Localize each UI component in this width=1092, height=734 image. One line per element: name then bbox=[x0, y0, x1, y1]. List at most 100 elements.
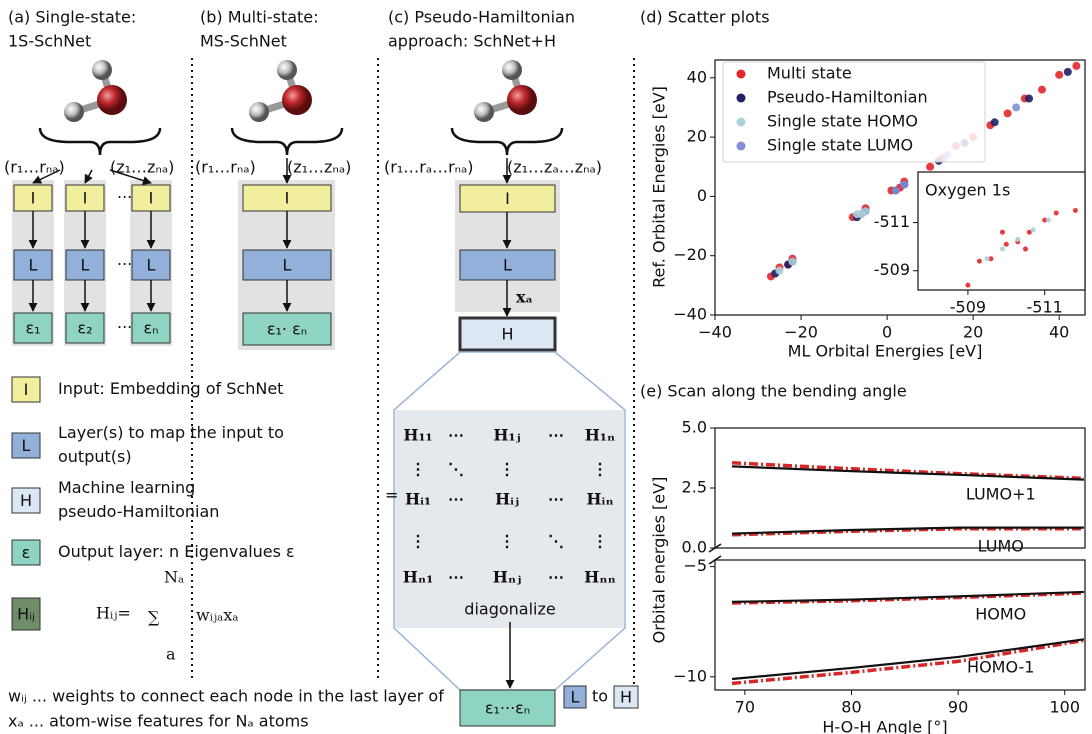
matrix-entry: H₁ₙ bbox=[585, 426, 615, 445]
braces bbox=[38, 127, 564, 156]
formula-limit: a bbox=[166, 645, 176, 664]
legend-marker bbox=[736, 69, 746, 79]
input-label: (r₁…rₙₐ) bbox=[195, 158, 256, 177]
point bbox=[788, 257, 797, 266]
output-box bbox=[459, 689, 556, 727]
point bbox=[1042, 217, 1048, 223]
point bbox=[984, 256, 990, 262]
chart-title: (d) Scatter plots bbox=[640, 8, 770, 27]
layer-box bbox=[131, 249, 171, 281]
legend-key-label: ε bbox=[22, 543, 31, 562]
formula: wᵢⱼₐxₐ bbox=[196, 606, 239, 625]
layer-box-label: L bbox=[29, 256, 38, 275]
point bbox=[1022, 246, 1028, 252]
y-tick-label: -511 bbox=[874, 212, 910, 231]
line bbox=[731, 461, 1084, 481]
y-tick-label: -509 bbox=[874, 260, 910, 279]
point bbox=[1026, 229, 1032, 235]
legend-key bbox=[11, 597, 41, 631]
matrix-entry: ⋮ bbox=[592, 532, 608, 551]
y-tick-label: 2.5 bbox=[682, 478, 707, 497]
legend-text: output(s) bbox=[58, 447, 132, 466]
x-tick-label: 0 bbox=[882, 323, 892, 342]
hamiltonian-box bbox=[458, 316, 557, 352]
footnote: xₐ ... atom-wise features for Nₐ atoms bbox=[8, 712, 309, 731]
formula-limit: Nₐ bbox=[164, 568, 184, 587]
output-box bbox=[65, 312, 105, 344]
x-tick-label: 40 bbox=[1049, 323, 1069, 342]
point bbox=[926, 162, 935, 171]
input-label: (z₁…zₙₐ) bbox=[110, 158, 174, 177]
matrix-entry: Hᵢⱼ bbox=[495, 490, 519, 509]
plot-area bbox=[965, 208, 1078, 288]
legend-key bbox=[11, 487, 41, 514]
matrix-entry: Hᵢₙ bbox=[586, 490, 613, 509]
footnote-key-label: L bbox=[571, 688, 580, 707]
y-tick-label: 5.0 bbox=[682, 418, 707, 437]
features-label: xₐ bbox=[516, 288, 533, 307]
x-tick-label: −20 bbox=[784, 323, 818, 342]
input-box-label: I bbox=[149, 189, 154, 208]
point bbox=[1015, 236, 1021, 242]
point bbox=[900, 180, 909, 189]
output-box-label: ε₁· εₙ bbox=[267, 320, 307, 339]
y-tick-label: 20 bbox=[687, 127, 707, 146]
matrix-entry: ⋯ bbox=[448, 426, 464, 445]
plot-area bbox=[766, 61, 1081, 281]
plot-area bbox=[731, 461, 1084, 537]
point bbox=[999, 229, 1005, 235]
layer-box-label: L bbox=[81, 256, 90, 275]
legend-label: Single state HOMO bbox=[767, 112, 918, 131]
matrix-entry: ⋮ bbox=[499, 460, 515, 479]
matrix-entry: Hᵢ₁ bbox=[405, 490, 431, 509]
x-tick-label: -509 bbox=[950, 298, 986, 317]
formula: Hᵢⱼ= bbox=[96, 604, 131, 623]
point bbox=[1025, 94, 1034, 103]
y-tick-label: −5 bbox=[683, 556, 707, 575]
matrix-entry: ⋯ bbox=[448, 568, 464, 587]
layer-box bbox=[13, 249, 53, 281]
annotation: HOMO bbox=[975, 605, 1026, 624]
footnote: to bbox=[592, 687, 608, 706]
legend-key bbox=[11, 432, 41, 459]
panel-title: 1S-SchNet bbox=[8, 32, 91, 51]
panel-title: MS-SchNet bbox=[200, 32, 287, 51]
legend-text: Machine learning bbox=[58, 478, 195, 497]
x-axis-label: H-O-H Angle [°] bbox=[822, 718, 947, 734]
legend-key-label: Hᵢⱼ bbox=[17, 605, 35, 624]
y-axis-label: Ref. Orbital Energies [eV] bbox=[650, 86, 669, 288]
ellipsis: ··· bbox=[117, 255, 132, 274]
footnote-key bbox=[563, 685, 587, 709]
matrix-entry: H₁ⱼ bbox=[493, 426, 520, 445]
axes-frame bbox=[714, 427, 1086, 549]
input-box bbox=[242, 184, 332, 212]
line bbox=[732, 590, 1084, 603]
legend-key-label: L bbox=[22, 436, 31, 455]
annotation: LUMO+1 bbox=[966, 485, 1036, 504]
point bbox=[1072, 208, 1078, 214]
input-box-label: I bbox=[83, 189, 88, 208]
arrow bbox=[84, 169, 93, 184]
y-tick-label: 40 bbox=[687, 67, 707, 86]
input-label: (z₁…zₙₐ) bbox=[287, 158, 351, 177]
point bbox=[1012, 103, 1021, 112]
matrix-entry: ⋯ bbox=[448, 490, 464, 509]
input-label: (z₁…zₐ…zₙₐ) bbox=[507, 158, 602, 177]
matrix-entry: ⋱ bbox=[448, 460, 464, 479]
matrix-entry: Hₙ₁ bbox=[403, 568, 433, 587]
point bbox=[999, 246, 1005, 252]
matrix-entry: Hₙⱼ bbox=[493, 568, 521, 587]
line bbox=[732, 527, 1084, 537]
point bbox=[1063, 67, 1072, 76]
x-tick-label: 90 bbox=[948, 698, 968, 717]
line bbox=[731, 638, 1085, 681]
ellipsis: ··· bbox=[117, 188, 132, 207]
panel-title: (b) Multi-state: bbox=[200, 8, 319, 27]
matrix-bg bbox=[395, 410, 624, 628]
input-box-label: I bbox=[285, 189, 290, 208]
legend-label: Pseudo-Hamiltonian bbox=[767, 88, 928, 107]
line bbox=[731, 638, 1085, 686]
legend-text: Layer(s) to map the input to bbox=[58, 423, 284, 442]
input-box-label: I bbox=[505, 189, 510, 208]
legend-marker bbox=[736, 117, 746, 127]
